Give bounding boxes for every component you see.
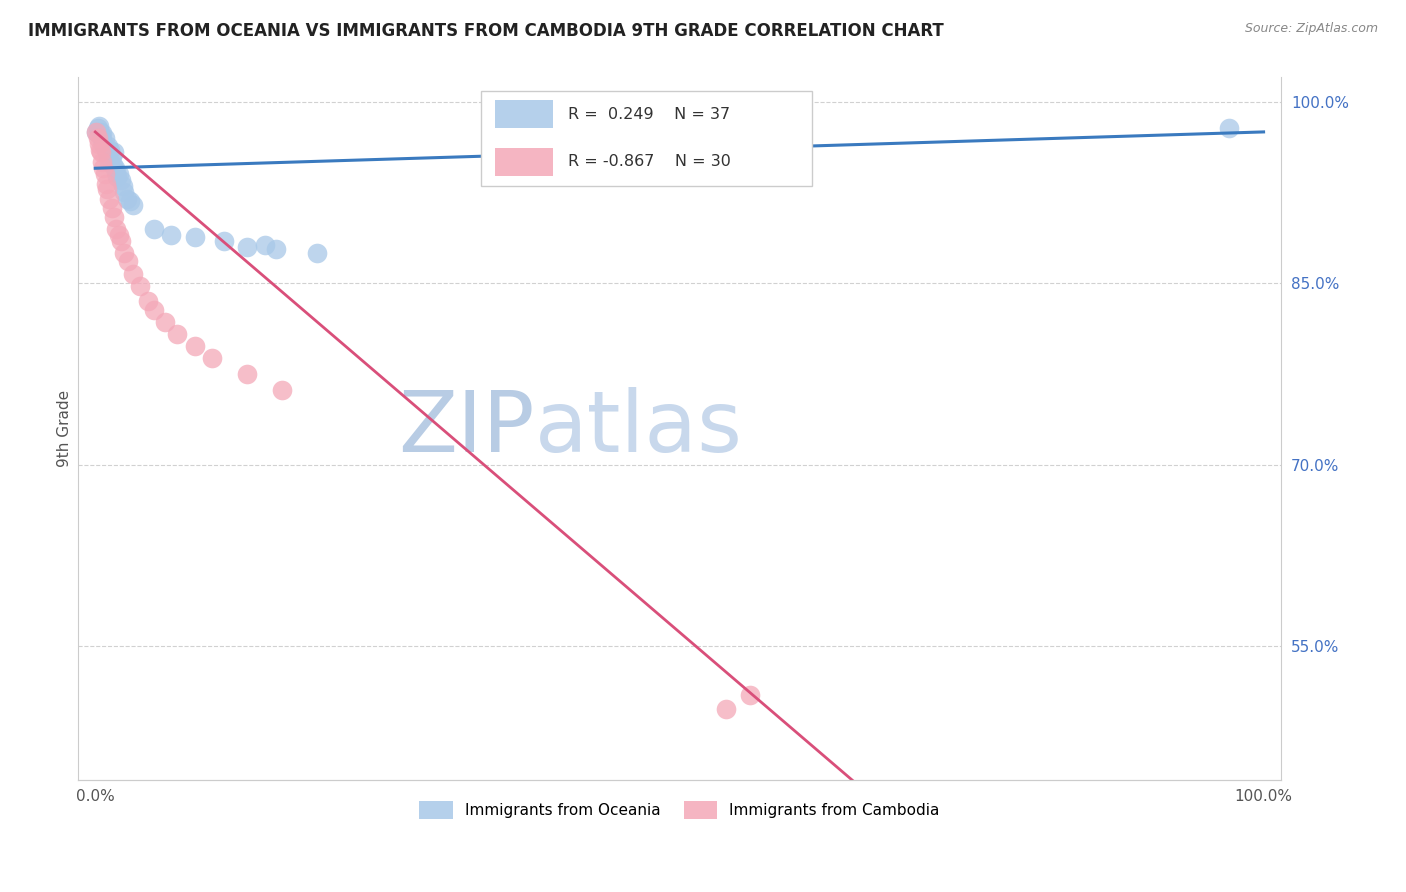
Point [86,121,108,136]
Point [93,136,115,151]
Point [236,367,259,381]
Point [112,179,135,194]
Point [103,145,125,160]
Point [115,192,138,206]
Point [94,177,117,191]
Point [101,158,124,172]
Point [142,221,165,235]
Point [1218,121,1240,136]
Point [166,327,188,342]
Point [120,194,142,208]
FancyBboxPatch shape [495,100,553,128]
Point [94,143,117,157]
FancyBboxPatch shape [481,92,811,186]
Point [91,126,114,140]
Point [103,210,125,224]
Point [104,161,127,176]
Point [253,237,276,252]
Point [121,197,143,211]
Point [110,234,132,248]
Point [136,294,159,309]
Point [201,351,224,366]
Text: Source: ZipAtlas.com: Source: ZipAtlas.com [1244,22,1378,36]
Point [90,128,112,143]
Point [89,125,111,139]
Text: R = -0.867    N = 30: R = -0.867 N = 30 [568,154,730,169]
Point [738,688,761,702]
Point [86,125,108,139]
Point [107,169,129,184]
Point [93,161,115,176]
Point [114,186,136,200]
Point [91,155,114,169]
Legend: Immigrants from Oceania, Immigrants from Cambodia: Immigrants from Oceania, Immigrants from… [413,795,946,824]
FancyBboxPatch shape [495,148,553,176]
Point [100,201,122,215]
Point [107,227,129,242]
Point [714,702,737,716]
Point [93,131,115,145]
Text: IMMIGRANTS FROM OCEANIA VS IMMIGRANTS FROM CAMBODIA 9TH GRADE CORRELATION CHART: IMMIGRANTS FROM OCEANIA VS IMMIGRANTS FR… [28,22,943,40]
Point [107,167,129,181]
Point [97,139,120,153]
Point [105,221,128,235]
Point [86,131,108,145]
Point [142,302,165,317]
Point [155,315,177,329]
Point [96,145,118,160]
Text: ZIP: ZIP [398,387,536,470]
Y-axis label: 9th Grade: 9th Grade [58,390,72,467]
Point [307,246,329,260]
Point [105,165,128,179]
Text: R =  0.249    N = 37: R = 0.249 N = 37 [568,107,730,122]
Point [183,339,205,353]
Point [266,243,288,257]
Point [128,278,150,293]
Point [117,254,139,268]
Point [87,136,110,151]
Point [100,149,122,163]
Point [160,227,183,242]
Point [212,234,235,248]
Point [183,230,205,244]
Point [89,143,111,157]
Point [110,173,132,187]
Point [98,155,121,169]
Point [86,125,108,139]
Point [100,143,122,157]
Point [114,246,136,260]
Point [87,119,110,133]
Point [91,133,114,147]
Point [90,145,112,160]
Point [98,192,121,206]
Text: atlas: atlas [536,387,742,470]
Point [121,267,143,281]
Point [93,167,115,181]
Point [96,182,118,196]
Point [271,383,294,397]
Point [97,149,120,163]
Point [236,240,259,254]
